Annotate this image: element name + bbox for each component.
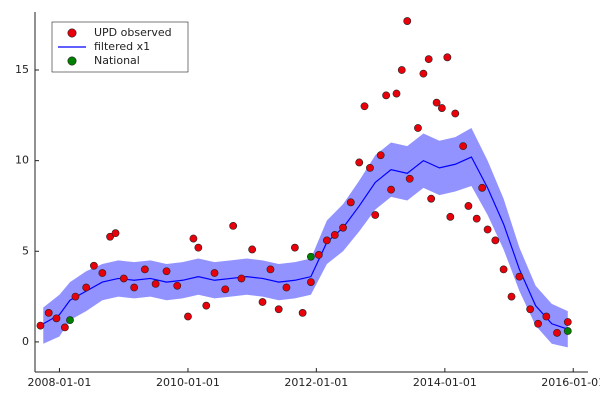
data-point — [221, 285, 230, 294]
data-point — [483, 225, 492, 234]
data-point — [553, 328, 561, 337]
data-point — [274, 305, 283, 314]
data-point — [376, 151, 385, 160]
data-point — [151, 280, 160, 288]
data-point — [405, 174, 414, 183]
data-point — [306, 252, 315, 261]
x-tick-label: 2012-01-01 — [284, 376, 348, 389]
data-point — [194, 243, 203, 252]
data-point — [202, 301, 211, 310]
data-point — [403, 17, 412, 25]
data-point — [282, 283, 291, 292]
data-point — [330, 231, 339, 239]
data-point — [515, 272, 524, 281]
data-point — [173, 281, 182, 290]
data-point — [371, 211, 380, 219]
legend-swatch — [67, 28, 77, 38]
data-point — [119, 274, 128, 283]
data-point — [106, 232, 114, 241]
data-point — [563, 327, 572, 335]
data-point — [36, 321, 45, 330]
data-point — [534, 319, 542, 328]
data-point — [60, 323, 69, 332]
y-tick-label: 0 — [22, 335, 29, 348]
data-point — [90, 261, 98, 270]
data-point — [346, 198, 355, 207]
data-point — [437, 104, 446, 112]
data-point — [424, 55, 433, 64]
data-point — [229, 221, 238, 230]
data-point — [507, 292, 516, 301]
data-point — [360, 102, 369, 111]
data-point — [397, 66, 406, 74]
data-point — [66, 316, 74, 325]
data-point — [542, 312, 551, 321]
data-point — [451, 109, 460, 118]
legend-label: filtered x1 — [94, 40, 150, 53]
data-point — [563, 318, 572, 326]
legend-label: UPD observed — [94, 26, 172, 39]
data-point — [314, 251, 323, 259]
data-point — [339, 223, 347, 232]
data-point — [432, 98, 441, 107]
data-point — [290, 243, 299, 252]
x-tick-label: 2010-01-01 — [156, 376, 220, 389]
data-point — [387, 185, 395, 194]
data-point — [258, 298, 267, 306]
data-point — [98, 269, 107, 277]
data-point — [366, 163, 374, 172]
data-point — [210, 269, 219, 277]
data-point — [111, 229, 120, 238]
data-point — [52, 314, 61, 323]
data-point — [71, 292, 80, 301]
data-point — [459, 142, 468, 151]
data-point — [82, 283, 91, 292]
data-point — [464, 202, 473, 210]
data-point — [392, 89, 401, 98]
data-point — [248, 245, 257, 254]
confidence-band — [43, 128, 568, 348]
data-point — [162, 267, 171, 276]
data-point — [298, 309, 307, 317]
y-tick-label: 10 — [15, 154, 29, 167]
data-point — [266, 265, 275, 274]
data-point — [355, 158, 364, 167]
data-point — [472, 214, 481, 223]
data-point — [446, 212, 455, 221]
x-tick-label: 2008-01-01 — [27, 376, 91, 389]
x-tick-label: 2014-01-01 — [413, 376, 477, 389]
data-point — [526, 305, 535, 314]
data-point — [184, 312, 192, 321]
y-tick-label: 15 — [15, 63, 29, 76]
data-point — [130, 283, 139, 292]
data-point — [491, 236, 500, 245]
y-tick-label: 5 — [22, 244, 29, 257]
data-point — [237, 274, 246, 283]
x-tick-label: 2016-01-01 — [541, 376, 600, 389]
data-point — [499, 265, 508, 274]
data-point — [322, 236, 331, 245]
data-point — [382, 91, 391, 100]
data-point — [427, 194, 436, 203]
data-point — [419, 69, 428, 78]
data-point — [306, 278, 315, 286]
legend-label: National — [94, 54, 140, 67]
legend-swatch — [67, 56, 77, 66]
data-point — [44, 309, 53, 317]
data-point — [478, 183, 487, 192]
data-point — [443, 53, 452, 62]
data-point — [189, 234, 198, 243]
data-point — [140, 265, 149, 274]
data-point — [414, 124, 422, 132]
